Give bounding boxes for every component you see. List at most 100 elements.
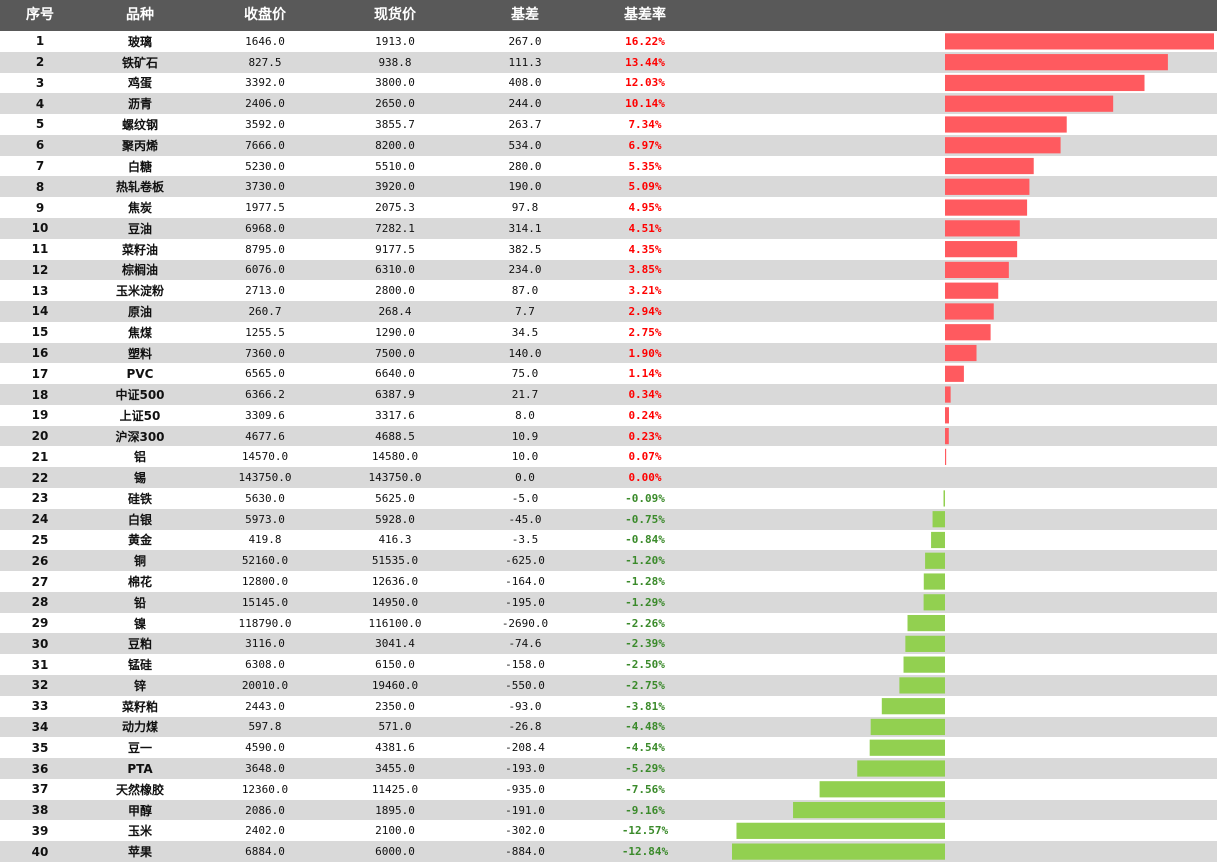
cell-close: 5230.0 — [245, 159, 285, 173]
cell-rate: -2.75% — [625, 678, 665, 692]
cell-name: 玉米淀粉 — [115, 284, 164, 299]
cell-basis: 408.0 — [508, 76, 542, 90]
table-row: 19 上证50 3309.6 3317.6 8.0 0.24% — [0, 405, 1217, 426]
cell-idx: 9 — [35, 200, 45, 215]
cell-idx: 14 — [31, 304, 49, 319]
cell-rate: 1.90% — [628, 346, 662, 360]
cell-basis: 34.5 — [511, 325, 539, 339]
table-row: 5 螺纹钢 3592.0 3855.7 263.7 7.34% — [0, 114, 1217, 135]
cell-basis: 8.0 — [515, 408, 535, 422]
cell-close: 6076.0 — [245, 263, 285, 277]
header-spot: 现货价 — [374, 7, 416, 23]
cell-spot: 2075.3 — [375, 201, 415, 215]
cell-basis: -193.0 — [505, 762, 545, 775]
cell-close: 2086.0 — [245, 803, 285, 817]
cell-rate: -2.39% — [625, 637, 665, 651]
cell-name: 菜籽粕 — [121, 699, 158, 714]
table-row: 25 黄金 419.8 416.3 -3.5 -0.84% — [0, 530, 1217, 551]
cell-rate: -0.84% — [625, 533, 665, 547]
cell-close: 6366.2 — [245, 388, 285, 402]
cell-close: 3392.0 — [245, 76, 285, 90]
cell-name: 玻璃 — [127, 34, 152, 49]
cell-name: 铝 — [133, 450, 146, 465]
table-row: 35 豆一 4590.0 4381.6 -208.4 -4.54% — [0, 737, 1217, 758]
table-row: 9 焦炭 1977.5 2075.3 97.8 4.95% — [0, 197, 1217, 218]
table-row: 15 焦煤 1255.5 1290.0 34.5 2.75% — [0, 322, 1217, 343]
cell-spot: 2100.0 — [375, 824, 415, 838]
cell-name: 中证500 — [115, 388, 165, 403]
cell-spot: 5625.0 — [375, 491, 415, 505]
cell-basis: 75.0 — [511, 367, 539, 381]
cell-basis: -74.6 — [508, 637, 542, 651]
cell-close: 3648.0 — [245, 762, 285, 775]
header-name: 品种 — [126, 7, 154, 23]
cell-basis: -550.0 — [505, 678, 545, 692]
cell-idx: 28 — [31, 595, 49, 610]
cell-spot: 143750.0 — [368, 471, 422, 485]
cell-close: 1977.5 — [245, 201, 285, 215]
cell-spot: 11425.0 — [371, 782, 419, 796]
cell-name: 玉米 — [127, 824, 152, 839]
cell-close: 143750.0 — [238, 471, 292, 485]
cell-idx: 2 — [35, 55, 45, 70]
cell-basis: -45.0 — [508, 512, 542, 526]
cell-spot: 1895.0 — [375, 803, 415, 817]
cell-spot: 6000.0 — [375, 845, 415, 859]
cell-basis: -26.8 — [508, 720, 542, 734]
cell-spot: 1913.0 — [375, 34, 415, 48]
cell-name: 锰硅 — [127, 658, 152, 673]
cell-rate: -4.54% — [625, 741, 665, 755]
cell-close: 1255.5 — [245, 325, 285, 339]
cell-name: 棕榈油 — [121, 263, 158, 278]
cell-basis: 314.1 — [508, 221, 542, 235]
cell-close: 827.5 — [248, 55, 282, 69]
cell-basis: -3.5 — [511, 533, 539, 547]
cell-name: 白糖 — [127, 159, 152, 174]
table-row: 3 鸡蛋 3392.0 3800.0 408.0 12.03% — [0, 73, 1217, 94]
cell-rate: -1.28% — [625, 575, 665, 589]
cell-close: 2402.0 — [245, 824, 285, 838]
cell-spot: 3855.7 — [375, 117, 415, 131]
cell-idx: 21 — [31, 449, 49, 464]
cell-spot: 571.0 — [378, 720, 412, 734]
cell-close: 5630.0 — [245, 491, 285, 505]
cell-name: 热轧卷板 — [115, 180, 164, 195]
cell-rate: 13.44% — [625, 55, 665, 69]
table-row: 13 玉米淀粉 2713.0 2800.0 87.0 3.21% — [0, 280, 1217, 301]
cell-close: 4590.0 — [245, 741, 285, 755]
cell-basis: -191.0 — [505, 803, 545, 817]
cell-rate: 2.75% — [628, 325, 662, 339]
cell-spot: 3317.6 — [375, 408, 415, 422]
table-row: 28 铅 15145.0 14950.0 -195.0 -1.29% — [0, 591, 1217, 613]
cell-close: 6968.0 — [245, 221, 285, 235]
cell-basis: 534.0 — [508, 138, 542, 152]
cell-spot: 3455.0 — [375, 762, 415, 775]
table-row: 14 原油 260.7 268.4 7.7 2.94% — [0, 301, 1217, 322]
cell-name: 沥青 — [127, 97, 152, 112]
cell-basis: -158.0 — [505, 658, 545, 672]
cell-name: 锡 — [133, 471, 146, 486]
cell-spot: 3800.0 — [375, 76, 415, 90]
cell-close: 14570.0 — [241, 450, 289, 464]
cell-spot: 7282.1 — [375, 221, 415, 235]
cell-spot: 2650.0 — [375, 97, 415, 111]
table-row: 7 白糖 5230.0 5510.0 280.0 5.35% — [0, 156, 1217, 177]
cell-spot: 5928.0 — [375, 512, 415, 526]
cell-close: 6308.0 — [245, 658, 285, 672]
cell-idx: 20 — [31, 429, 49, 444]
cell-spot: 14950.0 — [371, 595, 419, 609]
cell-spot: 6387.9 — [375, 388, 415, 402]
cell-name: 聚丙烯 — [121, 138, 158, 153]
header-rate: 基差率 — [624, 7, 666, 23]
cell-rate: 0.34% — [628, 388, 662, 402]
table-row: 37 天然橡胶 12360.0 11425.0 -935.0 -7.56% — [0, 779, 1217, 800]
cell-name: 豆一 — [127, 741, 152, 756]
cell-idx: 12 — [31, 262, 49, 277]
cell-rate: 4.95% — [628, 201, 662, 215]
cell-close: 2443.0 — [245, 699, 285, 713]
cell-idx: 31 — [31, 657, 49, 672]
cell-spot: 938.8 — [378, 55, 412, 69]
cell-spot: 4381.6 — [375, 741, 415, 755]
cell-rate: 3.85% — [628, 263, 662, 277]
table-row: 22 锡 143750.0 143750.0 0.0 0.00% — [0, 467, 1217, 489]
